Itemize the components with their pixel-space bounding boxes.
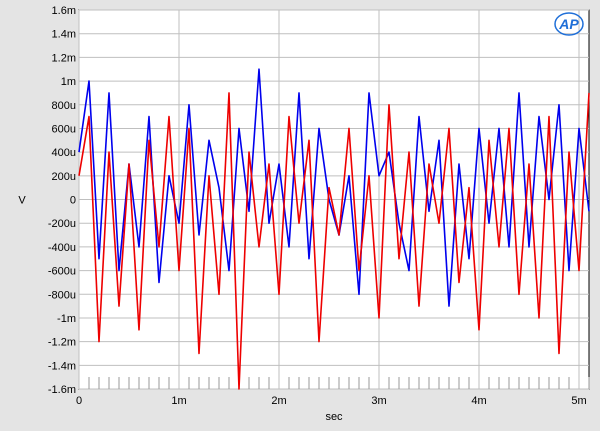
y-tick-label: -800u [48,289,76,301]
y-tick-label: 400u [52,147,76,159]
y-tick-label: 600u [52,123,76,135]
y-tick-label: -1.6m [48,384,76,396]
y-tick-label: -200u [48,218,76,230]
x-axis-title: sec [325,411,343,423]
y-tick-label: -400u [48,242,76,254]
y-tick-label: 800u [52,100,76,112]
y-tick-label: 1.4m [52,29,76,41]
y-axis-title: V [18,195,26,207]
y-tick-label: -1m [57,313,76,325]
y-tick-label: -1.4m [48,360,76,372]
y-tick-label: 1.6m [52,5,76,17]
x-tick-label: 5m [571,395,586,407]
y-tick-label: -600u [48,266,76,278]
y-tick-label: 200u [52,171,76,183]
x-tick-label: 2m [271,395,286,407]
y-tick-label: 1.2m [52,52,76,64]
series-line-2 [78,92,590,390]
y-tick-label: -1.2m [48,337,76,349]
x-tick-label: 0 [76,395,82,407]
x-minor-ticks [88,377,590,389]
x-tick-label: 1m [171,395,186,407]
x-tick-label: 3m [371,395,386,407]
x-tick-labels: 0 1m 2m 3m 4m 5m [76,395,587,407]
logo-text: AP [558,16,579,32]
ap-logo: AP [554,12,584,36]
x-tick-label: 4m [471,395,486,407]
series-group [78,68,590,390]
y-tick-label: 1m [61,76,76,88]
y-tick-label: 0 [70,195,76,207]
logo-ring [554,12,584,36]
y-tick-labels: -1.6m -1.4m -1.2m -1m -800u -600u -400u -200u 0 2… [48,5,76,396]
